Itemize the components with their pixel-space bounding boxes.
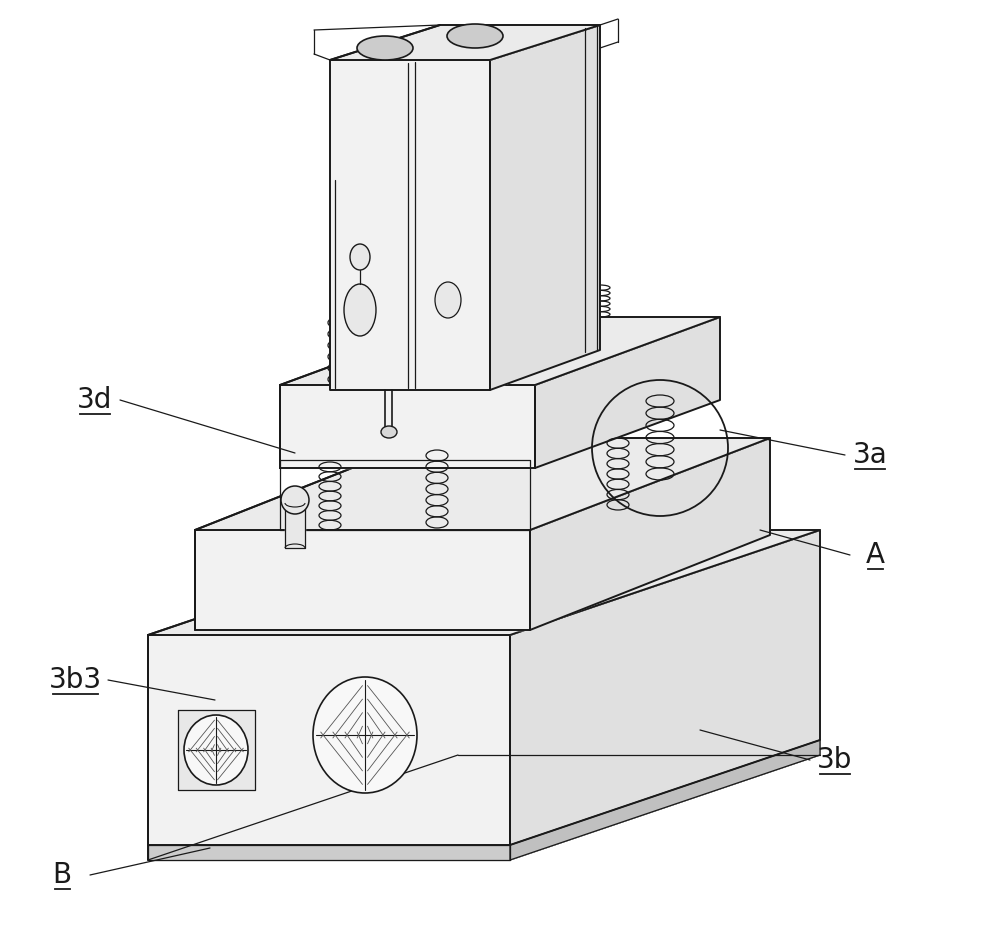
- Polygon shape: [280, 317, 720, 385]
- Ellipse shape: [381, 426, 397, 438]
- Polygon shape: [530, 438, 770, 630]
- Text: B: B: [52, 861, 72, 889]
- Polygon shape: [510, 740, 820, 860]
- Text: 3b: 3b: [817, 746, 853, 774]
- Polygon shape: [148, 845, 510, 860]
- Text: 3a: 3a: [853, 441, 887, 469]
- Ellipse shape: [281, 486, 309, 514]
- Ellipse shape: [313, 677, 417, 793]
- Text: 3b3: 3b3: [48, 666, 102, 694]
- Polygon shape: [195, 530, 530, 630]
- Ellipse shape: [350, 244, 370, 270]
- Polygon shape: [280, 385, 535, 468]
- Polygon shape: [285, 503, 305, 548]
- Polygon shape: [535, 317, 720, 468]
- Polygon shape: [490, 25, 600, 390]
- Polygon shape: [148, 740, 820, 860]
- Ellipse shape: [447, 24, 503, 48]
- Polygon shape: [148, 635, 510, 845]
- Polygon shape: [330, 60, 490, 390]
- Polygon shape: [178, 710, 255, 790]
- Polygon shape: [148, 530, 820, 635]
- Ellipse shape: [357, 36, 413, 60]
- Polygon shape: [510, 530, 820, 845]
- Ellipse shape: [184, 715, 248, 785]
- Polygon shape: [330, 25, 600, 60]
- Ellipse shape: [435, 282, 461, 318]
- Polygon shape: [195, 438, 770, 530]
- Text: A: A: [866, 541, 885, 569]
- Ellipse shape: [344, 284, 376, 336]
- Text: 3d: 3d: [77, 386, 113, 414]
